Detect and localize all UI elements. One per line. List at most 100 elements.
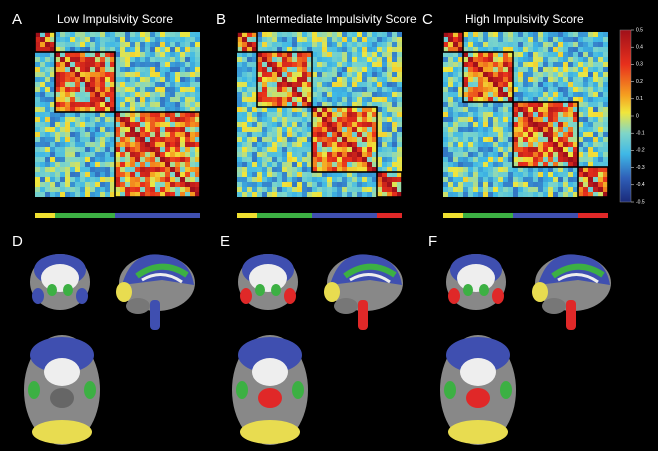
matrix-cell — [458, 122, 463, 127]
matrix-cell — [85, 112, 90, 117]
matrix-cell — [352, 97, 357, 102]
matrix-cell — [543, 137, 548, 142]
matrix-cell — [160, 82, 165, 87]
matrix-cell — [307, 67, 312, 72]
brain-views — [440, 254, 611, 445]
matrix-cell — [50, 77, 55, 82]
matrix-cell — [568, 137, 573, 142]
matrix-cell — [50, 72, 55, 77]
matrix-cell — [493, 157, 498, 162]
matrix-cell — [65, 172, 70, 177]
matrix-cell — [180, 92, 185, 97]
matrix-cell — [327, 62, 332, 67]
matrix-cell — [65, 182, 70, 187]
matrix-cell — [503, 97, 508, 102]
matrix-cell — [397, 87, 402, 92]
matrix-cell — [257, 172, 262, 177]
matrix-cell — [312, 137, 317, 142]
matrix-cell — [115, 117, 120, 122]
matrix-cell — [372, 107, 377, 112]
matrix-cell — [548, 57, 553, 62]
matrix-cell — [508, 127, 513, 132]
matrix-cell — [397, 127, 402, 132]
matrix-cell — [493, 147, 498, 152]
matrix-cell — [145, 112, 150, 117]
matrix-cell — [598, 177, 603, 182]
matrix-cell — [140, 82, 145, 87]
matrix-cell — [503, 42, 508, 47]
matrix-cell — [115, 147, 120, 152]
matrix-cell — [55, 92, 60, 97]
matrix-cell — [60, 127, 65, 132]
matrix-cell — [382, 82, 387, 87]
matrix-cell — [272, 147, 277, 152]
matrix-cell — [120, 167, 125, 172]
matrix-cell — [115, 47, 120, 52]
matrix-cell — [110, 152, 115, 157]
matrix-cell — [155, 142, 160, 147]
matrix-cell — [533, 117, 538, 122]
matrix-cell — [185, 77, 190, 82]
matrix-cell — [377, 97, 382, 102]
matrix-cell — [533, 162, 538, 167]
matrix-cell — [392, 32, 397, 37]
matrix-cell — [362, 57, 367, 62]
matrix-cell — [453, 172, 458, 177]
panel-letter: A — [12, 11, 22, 28]
matrix-cell — [513, 37, 518, 42]
matrix-cell — [90, 177, 95, 182]
matrix-cell — [387, 52, 392, 57]
matrix-cell — [140, 92, 145, 97]
matrix-cell — [125, 142, 130, 147]
matrix-cell — [292, 132, 297, 137]
matrix-cell — [55, 142, 60, 147]
module-bar — [237, 213, 257, 218]
matrix-cell — [332, 142, 337, 147]
matrix-cell — [75, 157, 80, 162]
matrix-cell — [458, 47, 463, 52]
matrix-cell — [105, 42, 110, 47]
matrix-cell — [543, 77, 548, 82]
matrix-cell — [473, 77, 478, 82]
matrix-cell — [277, 172, 282, 177]
matrix-cell — [538, 147, 543, 152]
matrix-cell — [317, 92, 322, 97]
matrix-cell — [598, 137, 603, 142]
matrix-cell — [145, 142, 150, 147]
matrix-cell — [453, 187, 458, 192]
matrix-cell — [277, 32, 282, 37]
matrix-cell — [65, 92, 70, 97]
matrix-cell — [180, 122, 185, 127]
matrix-cell — [593, 62, 598, 67]
matrix-cell — [372, 152, 377, 157]
matrix-cell — [277, 37, 282, 42]
matrix-cell — [332, 117, 337, 122]
matrix-cell — [392, 57, 397, 62]
matrix-cell — [237, 157, 242, 162]
matrix-cell — [498, 107, 503, 112]
matrix-cell — [493, 62, 498, 67]
matrix-cell — [342, 97, 347, 102]
matrix-cell — [105, 112, 110, 117]
matrix-cell — [518, 182, 523, 187]
matrix-cell — [453, 107, 458, 112]
matrix-cell — [135, 57, 140, 62]
matrix-cell — [488, 92, 493, 97]
matrix-cell — [155, 162, 160, 167]
matrix-cell — [170, 182, 175, 187]
matrix-cell — [558, 132, 563, 137]
matrix-cell — [397, 122, 402, 127]
matrix-cell — [377, 127, 382, 132]
matrix-cell — [80, 112, 85, 117]
matrix-cell — [458, 152, 463, 157]
matrix-cell — [578, 87, 583, 92]
matrix-cell — [100, 177, 105, 182]
matrix-cell — [150, 52, 155, 57]
subcortical — [271, 284, 281, 296]
matrix-cell — [195, 112, 200, 117]
matrix-cell — [478, 72, 483, 77]
matrix-cell — [180, 112, 185, 117]
matrix-cell — [262, 97, 267, 102]
matrix-cell — [185, 102, 190, 107]
matrix-cell — [195, 107, 200, 112]
